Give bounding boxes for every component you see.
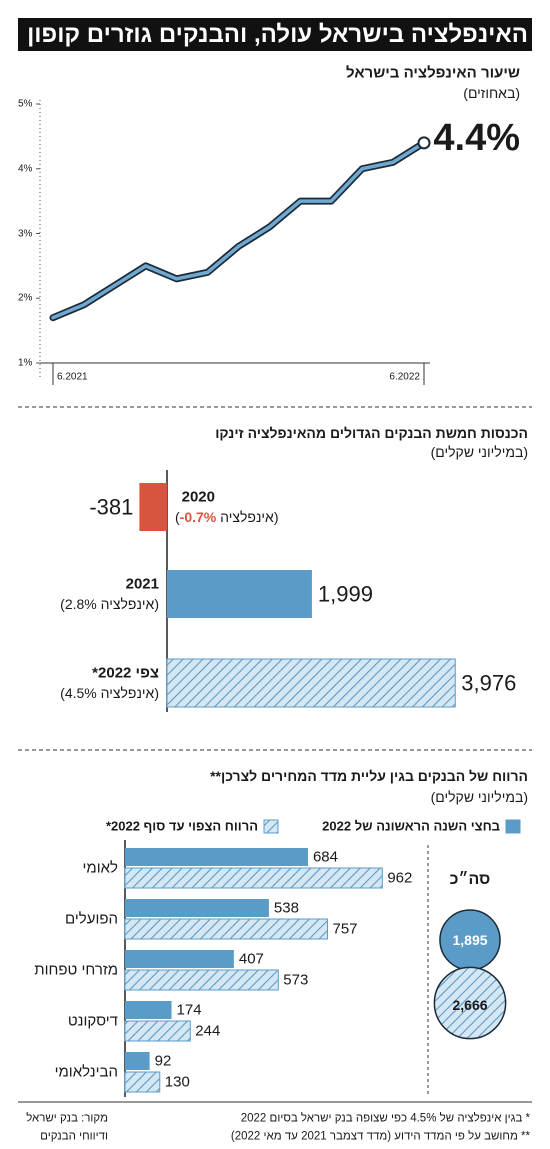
note-part: (אינפלציה 2.8%)	[60, 595, 159, 612]
value-label: -381	[89, 494, 134, 520]
total-circle	[433, 966, 507, 1040]
y-tick-label: 1%	[18, 357, 33, 369]
bar	[125, 1052, 150, 1070]
category-note: (אינפלציה -0.7%)	[175, 509, 279, 525]
bar	[125, 1001, 172, 1019]
bar	[124, 867, 383, 889]
source: מקור: בנק ישראל	[26, 1112, 108, 1125]
note-part: -0.7%	[179, 508, 217, 525]
line	[51, 141, 426, 320]
bar	[139, 483, 167, 531]
bar	[125, 848, 308, 866]
value-label: 130	[164, 1073, 190, 1091]
bar	[124, 918, 328, 940]
value-label: 92	[154, 1052, 172, 1070]
chart-title: שיעור האינפלציה בישראל	[346, 64, 520, 82]
end-label: 4.4%	[433, 117, 520, 160]
end-point	[417, 136, 431, 150]
title-bar	[18, 18, 532, 51]
chart-title: הרווח של הבנקים בגין עליית מדד המחירים ל…	[210, 767, 528, 784]
x-tick-label: 6.2022	[389, 371, 420, 383]
footnote: ** מחושב על פי המדד הידוע (מדד דצמבר 202…	[230, 1130, 530, 1143]
y-tick-label: 5%	[18, 98, 33, 110]
category-label: הפועלים	[65, 910, 118, 928]
value-label: 407	[238, 950, 264, 968]
value-label: 684	[312, 848, 338, 866]
category-label: לאומי	[82, 859, 118, 877]
category-label: צפי 2022*	[92, 664, 159, 682]
category-label: הבינלאומי	[54, 1063, 118, 1081]
category-note: (אינפלציה 2.8%)	[60, 596, 159, 612]
main-title: האינפלציה בישראל עולה, והבנקים גוזרים קו…	[27, 21, 528, 49]
value-label: 1,999	[317, 581, 373, 607]
value-label: 174	[176, 1001, 202, 1019]
legend-label: הרווח הצפוי עד סוף 2022*	[105, 818, 258, 834]
legend-swatch	[505, 819, 521, 834]
note-part: (אינפלציה	[216, 508, 279, 525]
bar	[167, 570, 312, 618]
value-label: 538	[273, 899, 299, 917]
legend-swatch	[263, 819, 279, 834]
totals-label: סה״כ	[449, 870, 491, 888]
value-label: 244	[195, 1022, 221, 1040]
chart-subtitle: (באחוזים)	[463, 84, 520, 101]
source: ודיווחי הבנקים	[40, 1130, 108, 1143]
total-label: 2,666	[452, 996, 488, 1013]
legend-label: בחצי השנה הראשונה של 2022	[322, 818, 500, 834]
chart-title: הכנסות חמשת הבנקים הגדולים מהאינפלציה זי…	[215, 424, 528, 441]
category-label: 2021	[125, 575, 159, 593]
category-label: 2020	[181, 488, 215, 506]
chart-subtitle: (במיליוני שקלים)	[430, 443, 528, 460]
note-part: )	[175, 508, 180, 525]
value-label: 3,976	[461, 670, 517, 696]
bar	[125, 899, 269, 917]
category-note: (אינפלציה 4.5%)	[60, 685, 159, 701]
value-label: 962	[387, 869, 413, 887]
bar	[124, 969, 279, 991]
y-tick-label: 3%	[18, 227, 33, 239]
bar	[166, 658, 456, 708]
value-label: 757	[332, 920, 358, 938]
bar	[124, 1020, 191, 1042]
value-label: 573	[283, 971, 309, 989]
y-tick-label: 2%	[18, 292, 33, 304]
bar	[125, 950, 234, 968]
bar	[124, 1071, 161, 1093]
category-label: מזרחי טפחות	[34, 961, 118, 979]
note-part: (אינפלציה 4.5%)	[60, 684, 159, 701]
category-label: דיסקונט	[67, 1012, 118, 1030]
footnote: * בגין אינפלציה של 4.5% כפי שצופה בנק יש…	[240, 1112, 530, 1125]
y-tick-label: 4%	[18, 163, 33, 174]
total-label: 1,895	[452, 931, 488, 948]
chart-subtitle: (במיליוני שקלים)	[430, 788, 528, 805]
x-tick-label: 6.2021	[57, 371, 88, 383]
